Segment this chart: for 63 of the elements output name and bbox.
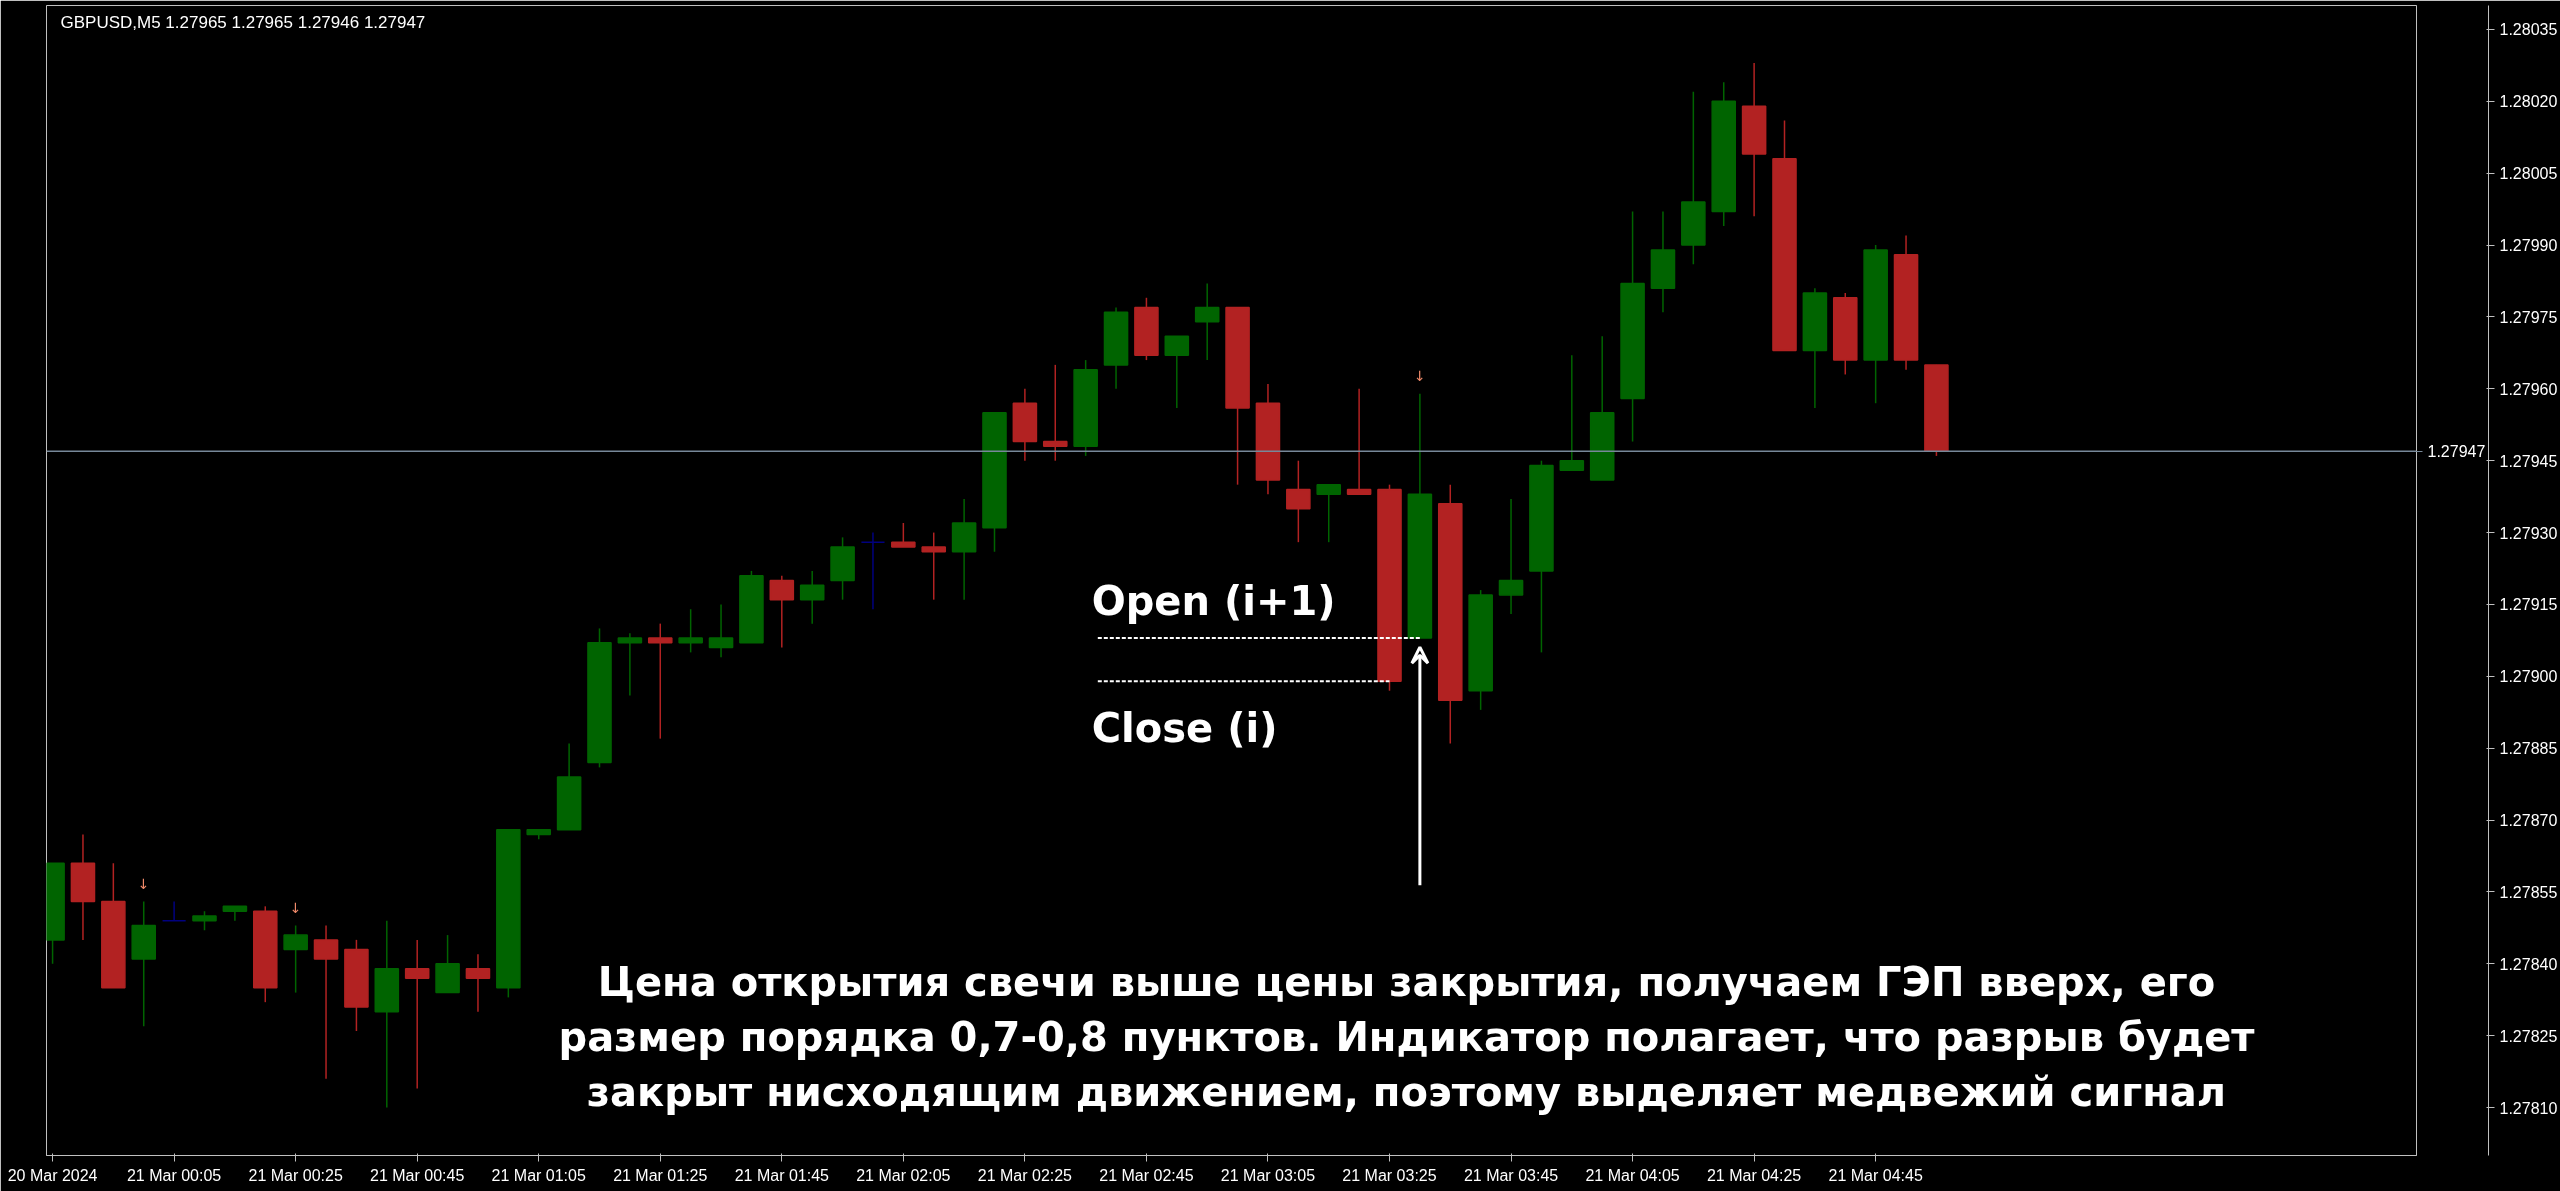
candlestick (647, 622, 673, 740)
x-tick-label: 21 Mar 00:45 (370, 1166, 465, 1184)
y-tick-label: 1.27885 (2499, 740, 2558, 758)
x-tick-label: 21 Mar 01:45 (734, 1166, 830, 1184)
x-tick-label: 20 Mar 2024 (7, 1166, 98, 1184)
x-tick-label: 21 Mar 01:25 (613, 1166, 708, 1184)
candlestick (1164, 335, 1190, 409)
candlestick (404, 939, 430, 1090)
annotation: Open (i+1) (1091, 578, 1336, 624)
y-tick-label: 1.27960 (2499, 380, 2558, 398)
x-tick-label: 21 Mar 04:45 (1828, 1166, 1923, 1184)
candlestick (161, 900, 187, 922)
annotation: Close (i) (1091, 705, 1278, 752)
x-tick-label: 21 Mar 04:05 (1585, 1166, 1680, 1184)
candlestick (1316, 483, 1342, 543)
x-tick-label: 21 Mar 03:25 (1342, 1166, 1437, 1184)
candlestick (1346, 388, 1372, 495)
y-tick-label: 1.27900 (2499, 668, 2558, 686)
y-tick-label: 1.27930 (2499, 524, 2558, 542)
candlestick (678, 608, 703, 654)
candlestick (1042, 364, 1068, 462)
candlestick (1559, 354, 1585, 472)
x-tick-label: 21 Mar 02:05 (856, 1166, 951, 1184)
y-tick-label: 1.27870 (2499, 812, 2558, 830)
y-tick-label: 1.27840 (2499, 955, 2558, 973)
y-tick-label: 1.27855 (2499, 883, 2558, 901)
x-tick-label: 21 Mar 04:25 (1706, 1166, 1802, 1184)
candlestick (313, 924, 339, 1080)
annotation: Цена открытия свечи выше цены закрытия, получаем ГЭП вверх, его размер порядка 0,7-0,8 пунктов. Индикатор полагает, что разрыв будет закрыт нисходящим движением, поэтому выделяет медвежий сигнал (558, 959, 2256, 1116)
candlestick (283, 924, 308, 994)
x-tick-label: 21 Mar 02:25 (977, 1166, 1073, 1184)
candlestick (1286, 459, 1311, 543)
x-tick-label: 21 Mar 02:45 (1099, 1166, 1194, 1184)
candlestick (769, 574, 795, 649)
x-tick-label: 21 Mar 00:25 (248, 1166, 343, 1184)
ref-line-label: 1.27947 (2427, 443, 2486, 461)
x-tick-label: 21 Mar 03:05 (1220, 1166, 1316, 1184)
candlestick (921, 531, 947, 601)
annotation: ↓ (137, 875, 150, 892)
y-tick-label: 1.27990 (2499, 237, 2558, 255)
candlestick (860, 531, 886, 610)
x-tick-label: 21 Mar 00:05 (126, 1166, 222, 1184)
y-tick-label: 1.28035 (2499, 21, 2558, 39)
x-tick-label: 21 Mar 03:45 (1463, 1166, 1559, 1184)
candlestick (192, 910, 217, 932)
candlestick (891, 522, 916, 548)
y-tick-label: 1.27945 (2499, 452, 2558, 470)
annotation: ↓ (1414, 367, 1426, 384)
candlestick (1498, 498, 1524, 615)
candlestick (799, 570, 825, 625)
candlestick (617, 632, 643, 697)
y-tick-label: 1.27975 (2499, 308, 2558, 326)
candlestick (465, 953, 491, 1013)
x-tick-label: 21 Mar 01:05 (491, 1166, 586, 1184)
annotation: ↓ (289, 899, 302, 916)
candlestick (1194, 282, 1220, 361)
y-tick-label: 1.28020 (2499, 93, 2558, 111)
candlestick (708, 603, 734, 658)
y-tick-label: 1.27825 (2499, 1027, 2558, 1045)
y-tick-label: 1.28005 (2499, 165, 2558, 183)
y-tick-label: 1.27810 (2499, 1099, 2558, 1117)
y-tick-label: 1.27915 (2499, 596, 2558, 614)
chart-title: GBPUSD,M5 1.27965 1.27965 1.27946 1.27947 (60, 12, 426, 32)
